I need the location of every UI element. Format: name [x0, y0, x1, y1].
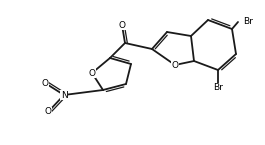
Text: Br: Br [243, 18, 253, 27]
Text: O: O [118, 20, 126, 29]
Text: O: O [89, 68, 95, 77]
Text: N: N [61, 90, 67, 99]
Text: O: O [45, 107, 51, 116]
Text: Br: Br [213, 84, 223, 93]
Text: O: O [42, 78, 48, 87]
Text: O: O [171, 60, 179, 69]
